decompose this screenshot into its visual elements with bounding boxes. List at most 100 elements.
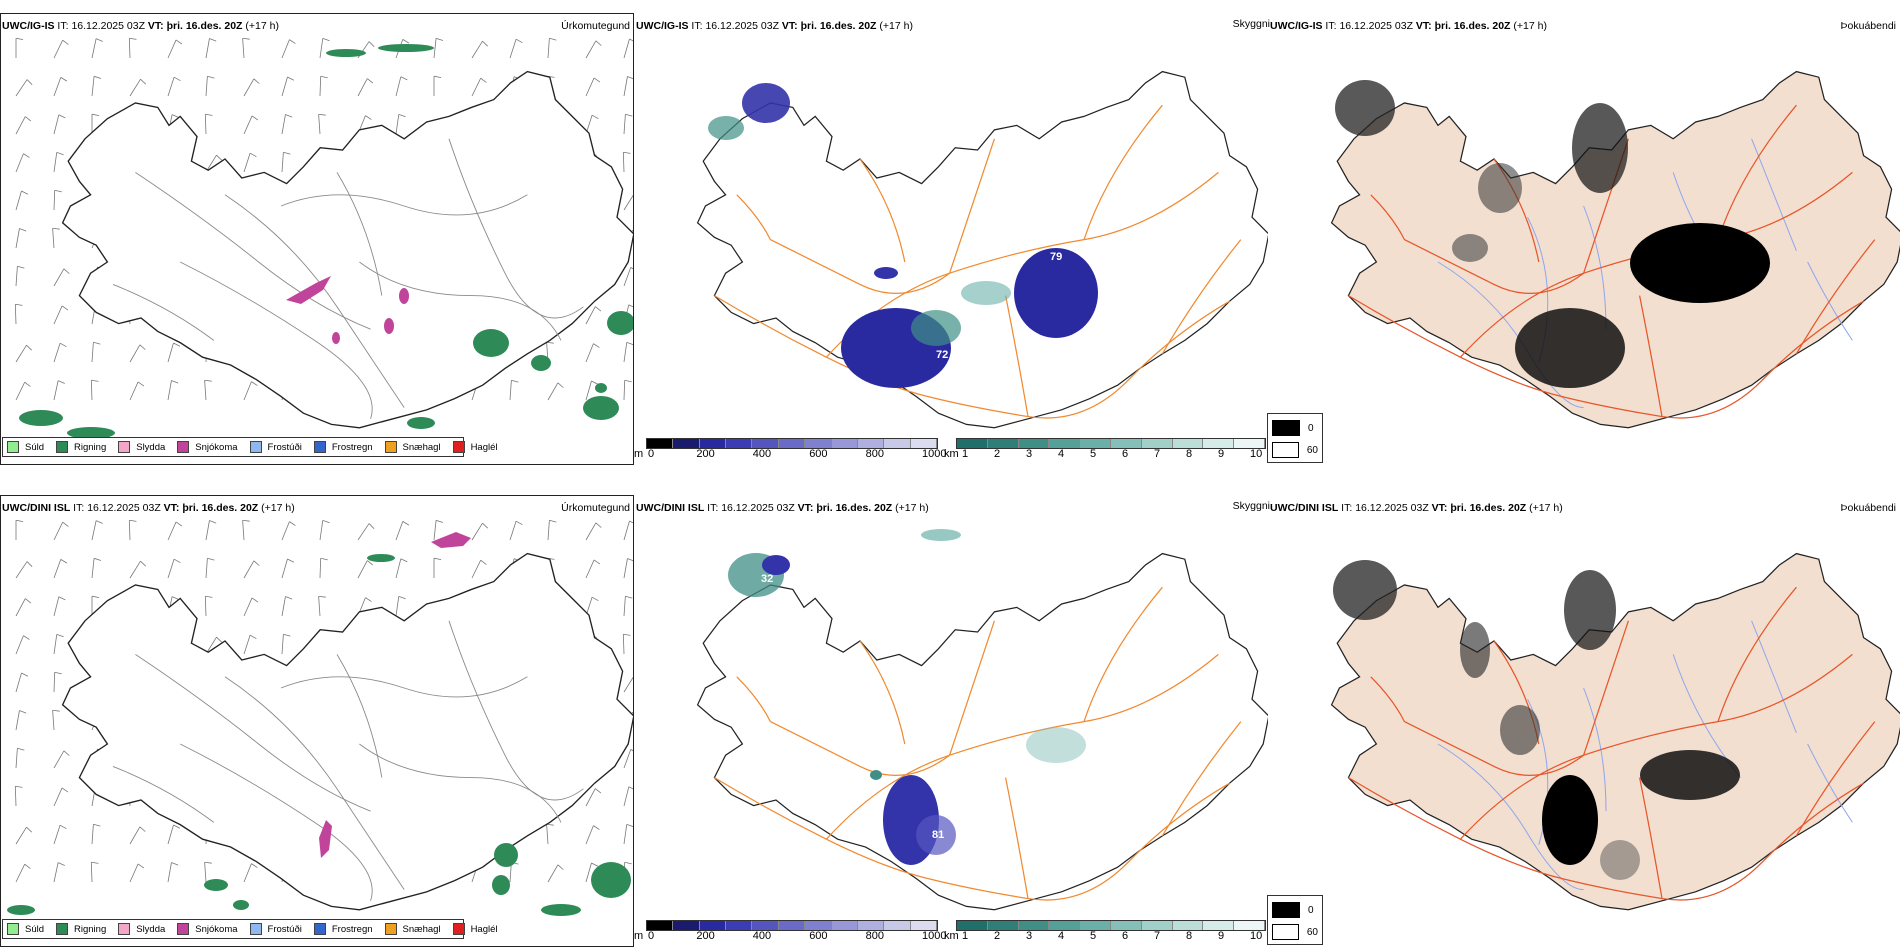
colorbar-tick: 2 bbox=[994, 448, 1001, 460]
visibility-labels: 67 80 98 93 95 79 72 97 2 bbox=[762, 71, 1062, 396]
wind-barb-tick bbox=[435, 520, 444, 523]
colorbar-tick: 3 bbox=[1026, 448, 1033, 460]
visibility-map-svg: 32 107 86 81 70 33 77 bbox=[696, 529, 1268, 911]
wind-barb bbox=[205, 76, 208, 97]
legend-swatch bbox=[7, 923, 19, 935]
wind-barb bbox=[167, 39, 177, 59]
wind-barb-tick bbox=[58, 596, 66, 601]
wind-barb-tick bbox=[61, 305, 69, 311]
wind-barb bbox=[15, 153, 24, 173]
fog-areas bbox=[1333, 560, 1740, 880]
wind-barb bbox=[15, 228, 20, 249]
colorbar-tick: 800 bbox=[865, 448, 884, 460]
wind-barb bbox=[357, 560, 368, 579]
colorbar-segment bbox=[884, 439, 911, 448]
inland-line bbox=[280, 676, 528, 698]
fog-legend-item: 60 bbox=[1272, 924, 1318, 940]
row1-visibility-map[interactable]: 67 80 98 93 95 79 72 97 2 bbox=[636, 38, 1268, 438]
lead-time: (+17 h) bbox=[1529, 502, 1563, 514]
wind-barb bbox=[281, 76, 288, 97]
colorbar-segment bbox=[1110, 439, 1142, 448]
wind-barb-tick bbox=[60, 559, 68, 564]
row1-fog-map[interactable] bbox=[1270, 38, 1900, 438]
visibility-value-label: 95 bbox=[996, 239, 1008, 251]
road-line bbox=[736, 194, 771, 240]
wind-barb-tick bbox=[400, 558, 408, 563]
row1-precip-map[interactable] bbox=[1, 38, 633, 438]
wind-barb bbox=[623, 114, 626, 135]
wind-barb-tick bbox=[251, 115, 259, 121]
legend-label: Súld bbox=[25, 923, 45, 935]
legend-item: Snjókoma bbox=[177, 441, 238, 453]
road-line bbox=[1370, 194, 1405, 240]
vt-value: þri. 16.des. 20Z bbox=[1434, 20, 1511, 32]
lead-time: (+17 h) bbox=[1513, 20, 1547, 32]
inland-lines bbox=[112, 138, 584, 419]
visibility-value-label: 98 bbox=[996, 217, 1008, 229]
visibility-value-label: 93 bbox=[1014, 229, 1026, 241]
legend-swatch bbox=[56, 441, 69, 453]
wind-barb bbox=[53, 305, 63, 325]
legend-item: Frostúði bbox=[249, 441, 302, 453]
row2-precip-frame bbox=[0, 495, 634, 947]
it-value: 16.12.2025 03Z bbox=[705, 20, 779, 32]
wind-barb bbox=[471, 78, 482, 97]
legend-swatch bbox=[177, 923, 190, 935]
fog-legend-swatch bbox=[1272, 442, 1299, 458]
wind-barb bbox=[204, 380, 207, 401]
row2-visibility-map[interactable]: 32 107 86 81 70 33 77 bbox=[636, 520, 1268, 920]
wind-barb bbox=[90, 380, 93, 401]
colorbar-unit: km bbox=[944, 930, 959, 942]
wind-barb-tick bbox=[253, 560, 260, 566]
colorbar-segment bbox=[884, 921, 911, 930]
fog-legend-item: 0 bbox=[1272, 420, 1318, 436]
road-network bbox=[714, 104, 1242, 419]
row2-fog-map[interactable] bbox=[1270, 520, 1900, 920]
wind-barb-tick bbox=[318, 595, 326, 598]
wind-barb bbox=[585, 825, 594, 845]
wind-barb-tick bbox=[129, 38, 137, 40]
colorbar-tick: 3 bbox=[1026, 930, 1033, 942]
wind-barb bbox=[90, 862, 93, 883]
row2-precip-map[interactable] bbox=[1, 520, 633, 920]
wind-barb-tick bbox=[62, 521, 69, 527]
wind-barb-tick bbox=[591, 862, 599, 867]
legend-label: Frostregn bbox=[331, 441, 373, 453]
wind-barb-tick bbox=[17, 265, 25, 269]
fog-legend-swatch bbox=[1272, 420, 1300, 436]
wind-barb-tick bbox=[630, 267, 633, 272]
legend-label: Haglél bbox=[470, 923, 498, 935]
colorbar-segment bbox=[1234, 921, 1265, 930]
wind-barb-tick bbox=[63, 750, 70, 756]
wind-barb bbox=[623, 520, 630, 541]
wind-barb-tick bbox=[511, 379, 519, 383]
wind-barb bbox=[281, 634, 284, 655]
road-line bbox=[1717, 104, 1797, 240]
wind-barb bbox=[623, 558, 628, 579]
wind-barb bbox=[91, 520, 97, 541]
wind-barb-tick bbox=[515, 38, 523, 44]
fog-legend-swatch bbox=[1272, 924, 1299, 940]
wind-barb-tick bbox=[628, 304, 633, 309]
model-name: UWC/DINI ISL bbox=[636, 502, 705, 514]
wind-barb bbox=[205, 520, 210, 541]
inland-line bbox=[112, 283, 215, 341]
colorbar-tick: 200 bbox=[696, 448, 715, 460]
legend-swatch bbox=[384, 441, 397, 453]
wind-barb bbox=[53, 343, 61, 363]
low-visibility-areas bbox=[728, 529, 1086, 865]
wind-barb-tick bbox=[140, 78, 147, 85]
wind-barb bbox=[546, 824, 549, 845]
wind-barb bbox=[129, 560, 141, 579]
wind-barb-tick bbox=[137, 863, 145, 869]
wind-barb-tick bbox=[207, 557, 215, 561]
legend-label: Haglél bbox=[470, 441, 498, 453]
wind-barb bbox=[623, 342, 628, 363]
inland-line bbox=[336, 654, 383, 778]
wind-barb bbox=[128, 38, 131, 59]
wind-barb bbox=[129, 863, 139, 883]
colorbar-segment bbox=[778, 439, 806, 448]
wind-barb bbox=[91, 596, 93, 616]
vt-value: þri. 16.des. 20Z bbox=[182, 502, 259, 514]
wind-barb bbox=[585, 380, 592, 401]
